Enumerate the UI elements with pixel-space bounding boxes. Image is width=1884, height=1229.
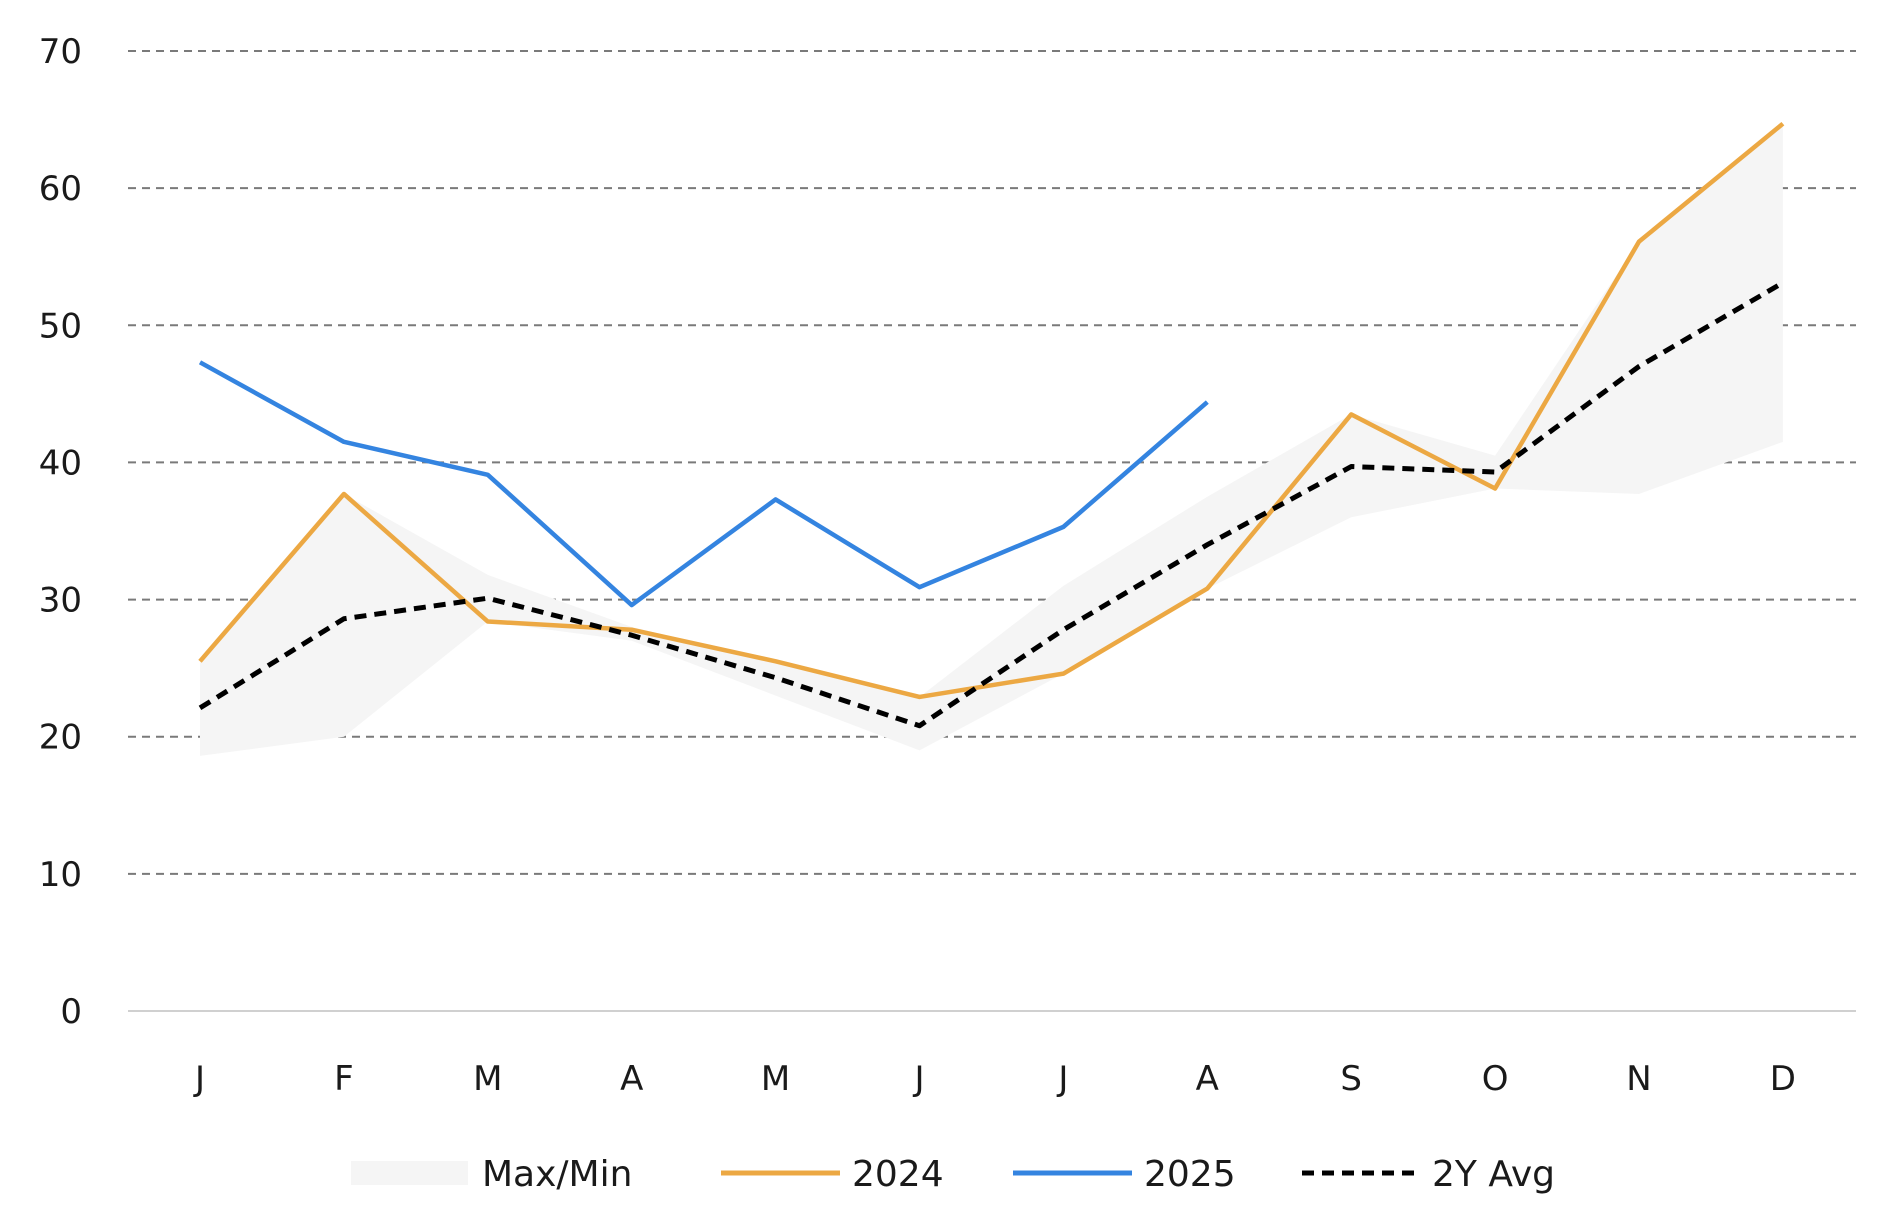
x-tick-label: A — [1196, 1059, 1219, 1099]
legend-label: 2025 — [1144, 1154, 1236, 1195]
y-tick-label: 50 — [39, 306, 82, 346]
legend: Max/Min 2024 2025 2Y Avg — [351, 1154, 1555, 1195]
x-tick-label: J — [1056, 1059, 1068, 1099]
series-line-2025 — [198, 360, 1209, 608]
y-tick-label: 70 — [39, 32, 82, 72]
series-line-2y-avg — [198, 280, 1785, 729]
band-area — [200, 123, 1783, 756]
y-tick-label: 30 — [39, 581, 82, 621]
y-axis-ticks: 0 10 20 30 40 50 60 70 — [39, 32, 82, 1032]
x-tick-label: A — [620, 1059, 643, 1099]
x-tick-label: D — [1770, 1059, 1796, 1099]
y-tick-label: 40 — [39, 443, 82, 483]
series-lines — [198, 121, 1785, 729]
legend-swatch-max-min — [351, 1161, 468, 1185]
x-tick-label: M — [761, 1059, 790, 1099]
x-tick-label: J — [912, 1059, 924, 1099]
legend-label: Max/Min — [482, 1154, 632, 1195]
y-tick-label: 20 — [39, 718, 82, 758]
y-tick-label: 0 — [60, 992, 82, 1032]
x-tick-label: F — [334, 1059, 354, 1099]
y-tick-label: 10 — [39, 855, 82, 895]
x-tick-label: N — [1626, 1059, 1651, 1099]
legend-label: 2024 — [852, 1154, 944, 1195]
y-tick-label: 60 — [39, 169, 82, 209]
legend-label: 2Y Avg — [1432, 1154, 1555, 1195]
max-min-band — [200, 123, 1783, 756]
x-tick-label: M — [473, 1059, 502, 1099]
x-tick-label: O — [1482, 1059, 1509, 1099]
x-tick-label: S — [1340, 1059, 1362, 1099]
x-tick-label: J — [193, 1059, 205, 1099]
